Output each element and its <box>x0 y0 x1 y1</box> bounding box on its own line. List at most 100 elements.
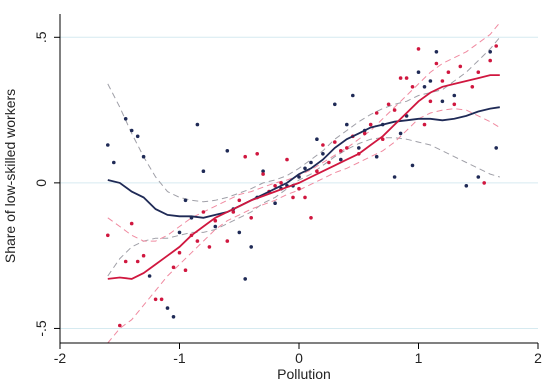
navy-data-point <box>428 79 433 83</box>
navy-data-point <box>309 160 313 165</box>
crimson-data-point <box>237 198 242 203</box>
crimson-data-point <box>273 184 277 188</box>
crimson-data-point <box>321 143 325 147</box>
crimson-data-point <box>440 79 445 83</box>
crimson-data-point <box>458 64 463 69</box>
navy-data-point <box>416 70 421 74</box>
crimson-ci-upper-line <box>107 22 501 242</box>
navy-data-point <box>321 152 325 156</box>
crimson-data-point <box>201 210 206 214</box>
crimson-data-point <box>291 195 295 200</box>
crimson-data-point <box>488 58 493 63</box>
navy-data-point <box>464 184 469 188</box>
navy-data-point <box>398 131 403 136</box>
y-axis-title: Share of low-skilled workers <box>2 89 18 263</box>
crimson-data-point <box>177 250 182 255</box>
navy-ci-upper-line <box>107 36 501 203</box>
crimson-data-point <box>422 122 427 127</box>
crimson-data-point <box>410 85 415 89</box>
navy-data-point <box>440 99 445 104</box>
crimson-data-point <box>106 233 110 238</box>
navy-data-point <box>177 230 182 235</box>
crimson-data-point <box>183 268 188 273</box>
crimson-data-point <box>333 140 337 144</box>
crimson-data-point <box>434 61 439 66</box>
crimson-data-point <box>123 259 128 264</box>
crimson-data-point <box>339 149 343 153</box>
fit-lines <box>107 74 500 280</box>
navy-data-point <box>123 117 128 121</box>
crimson-data-point <box>129 221 134 226</box>
navy-data-point <box>452 93 457 98</box>
crimson-data-point <box>452 102 457 107</box>
navy-data-point <box>243 277 247 281</box>
crimson-fit-line <box>107 74 500 280</box>
navy-data-point <box>147 274 152 278</box>
crimson-data-point <box>398 76 403 80</box>
navy-ci-lower-line <box>107 137 500 277</box>
navy-data-point <box>434 50 439 54</box>
navy-data-point <box>303 166 307 171</box>
crimson-data-point <box>159 297 164 302</box>
crimson-data-point <box>327 160 331 165</box>
crimson-data-point <box>285 157 289 162</box>
y-tick-label: -.5 <box>33 320 49 337</box>
crimson-data-point <box>470 85 475 89</box>
navy-data-point <box>249 245 253 249</box>
crimson-data-point <box>416 47 421 51</box>
crimson-data-point <box>255 152 259 156</box>
x-tick-label: 1 <box>415 350 423 366</box>
navy-data-point <box>112 160 116 165</box>
crimson-data-point <box>297 186 301 191</box>
navy-data-point <box>135 134 140 139</box>
x-axis-title: Pollution <box>277 366 331 382</box>
crimson-data-point <box>380 137 385 141</box>
crimson-data-point <box>476 70 481 74</box>
crimson-data-point <box>118 323 122 328</box>
navy-data-point <box>106 143 110 147</box>
navy-data-point <box>225 149 230 153</box>
crimson-data-point <box>345 146 349 150</box>
navy-data-point <box>345 122 349 127</box>
navy-data-point <box>129 128 134 133</box>
navy-data-point <box>476 175 481 179</box>
navy-data-point <box>183 198 188 203</box>
navy-data-point <box>410 163 415 168</box>
crimson-data-point <box>279 181 283 185</box>
x-tick-label: -2 <box>54 350 67 366</box>
navy-data-point <box>351 93 355 98</box>
navy-data-point <box>171 315 176 319</box>
crimson-data-point <box>213 218 218 223</box>
crimson-data-point <box>368 122 373 127</box>
crimson-data-point <box>374 111 379 115</box>
navy-data-point <box>357 146 361 150</box>
navy-data-point <box>201 169 206 173</box>
navy-data-point <box>297 175 301 179</box>
crimson-data-point <box>225 239 230 243</box>
crimson-data-point <box>261 172 265 176</box>
navy-data-point <box>273 201 277 205</box>
crimson-data-point <box>243 154 247 159</box>
navy-data-point <box>488 50 493 54</box>
navy-data-point <box>392 175 397 179</box>
y-tick-label: 0 <box>33 179 49 187</box>
crimson-data-point <box>482 181 487 185</box>
data-points <box>106 44 499 328</box>
navy-data-point <box>165 306 170 310</box>
crimson-data-point <box>362 131 367 136</box>
crimson-data-point <box>141 253 146 258</box>
crimson-data-point <box>386 102 391 107</box>
navy-data-point <box>339 157 343 162</box>
crimson-data-point <box>249 216 253 220</box>
navy-data-point <box>333 102 337 107</box>
y-tick-label: .5 <box>33 31 49 43</box>
crimson-data-point <box>231 210 236 214</box>
crimson-data-point <box>171 265 176 270</box>
navy-data-point <box>494 146 499 150</box>
navy-data-point <box>374 154 379 159</box>
navy-fit-line <box>107 106 500 219</box>
x-tick-label: 0 <box>295 350 303 366</box>
crimson-data-point <box>135 259 140 264</box>
crimson-data-point <box>309 216 313 220</box>
